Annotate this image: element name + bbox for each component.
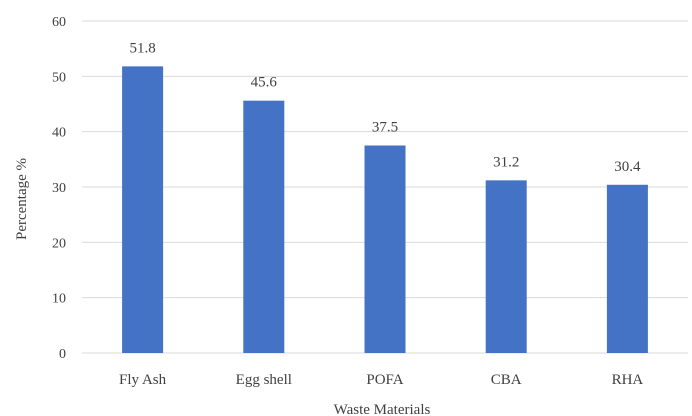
x-tick-label: CBA xyxy=(491,372,522,388)
data-label: 37.5 xyxy=(372,120,398,136)
bar-rha xyxy=(606,184,648,353)
bar-cba xyxy=(485,180,527,353)
bar-fly-ash xyxy=(122,66,164,353)
y-tick-label: 20 xyxy=(52,236,66,251)
x-tick-label: Egg shell xyxy=(236,372,292,388)
y-tick-label: 60 xyxy=(52,15,66,30)
data-label: 30.4 xyxy=(614,159,641,175)
bars xyxy=(122,66,648,354)
y-tick-label: 10 xyxy=(52,292,66,307)
y-tick-label: 50 xyxy=(52,70,66,85)
y-tick-label: 30 xyxy=(52,181,66,196)
y-axis-ticks: 0 10 20 30 40 50 60 xyxy=(52,15,66,362)
data-label: 45.6 xyxy=(251,75,278,91)
x-tick-label: POFA xyxy=(366,372,403,388)
data-label: 31.2 xyxy=(493,154,519,170)
x-axis-ticks: Fly Ash Egg shell POFA CBA RHA xyxy=(119,372,643,388)
y-tick-label: 0 xyxy=(59,347,66,362)
bar-pofa xyxy=(364,145,406,353)
y-tick-label: 40 xyxy=(52,126,66,141)
x-tick-label: RHA xyxy=(612,372,644,388)
y-axis-title: Percentage % xyxy=(14,158,30,240)
data-label: 51.8 xyxy=(129,40,155,56)
bar-egg-shell xyxy=(243,100,285,354)
data-labels: 51.8 45.6 37.5 31.2 30.4 xyxy=(129,40,641,174)
x-axis-title: Waste Materials xyxy=(334,402,431,416)
x-tick-label: Fly Ash xyxy=(119,372,167,388)
